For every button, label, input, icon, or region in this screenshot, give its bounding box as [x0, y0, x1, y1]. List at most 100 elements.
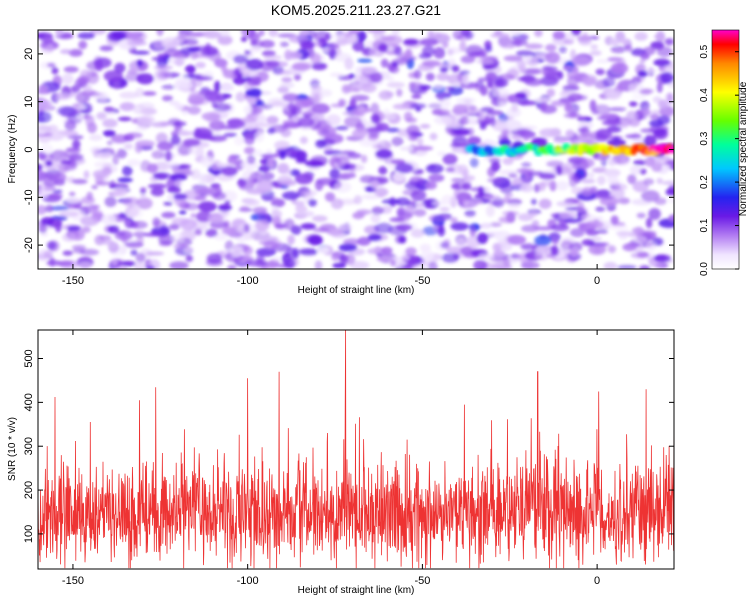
- noise-blob: [394, 46, 402, 57]
- noise-blob: [287, 234, 295, 245]
- noise-blob: [214, 58, 228, 68]
- noise-blob: [581, 239, 595, 246]
- noise-blob: [174, 79, 193, 92]
- noise-blob: [620, 38, 630, 45]
- noise-blob: [618, 197, 630, 205]
- noise-blob: [194, 195, 207, 201]
- noise-blob: [222, 227, 235, 235]
- snr-series-line: [38, 330, 674, 569]
- noise-blob: [569, 247, 579, 257]
- noise-blob: [94, 161, 109, 168]
- noise-blob: [539, 128, 559, 138]
- noise-blob: [51, 205, 70, 211]
- noise-blob: [114, 230, 133, 241]
- signal-trace: [465, 143, 674, 157]
- snr-y-ticks: 100 200 300 400 500: [23, 349, 674, 543]
- noise-blob: [361, 83, 377, 93]
- snr-x-ticks: -150 -100 -50 0: [62, 330, 600, 587]
- noise-blob: [88, 209, 103, 215]
- noise-blob: [477, 77, 488, 82]
- noise-blob: [653, 58, 671, 67]
- noise-blob: [241, 117, 257, 123]
- noise-blob: [558, 45, 567, 54]
- noise-blob: [266, 115, 279, 125]
- noise-blob: [171, 232, 185, 243]
- noise-blob: [360, 154, 368, 164]
- noise-blob: [450, 143, 462, 148]
- noise-blob: [245, 58, 263, 71]
- noise-blob: [232, 77, 246, 85]
- noise-blob: [434, 84, 443, 90]
- noise-blob: [556, 201, 574, 207]
- noise-blob: [483, 195, 501, 200]
- noise-blob: [173, 121, 187, 127]
- noise-blob: [40, 217, 55, 226]
- noise-blob: [446, 246, 465, 254]
- noise-blob: [173, 243, 189, 250]
- noise-blob: [644, 156, 655, 167]
- noise-blob: [117, 116, 132, 122]
- noise-blob: [667, 184, 674, 196]
- noise-blob: [625, 134, 642, 139]
- noise-blob: [459, 103, 478, 116]
- spectrogram-y-tick-label: 0: [23, 146, 35, 152]
- noise-blob: [327, 43, 337, 55]
- noise-blob: [320, 128, 330, 135]
- noise-blob: [485, 71, 498, 82]
- noise-blob: [110, 31, 128, 40]
- noise-blob: [127, 159, 141, 167]
- noise-blob: [119, 91, 139, 99]
- noise-blob: [398, 235, 407, 244]
- noise-blob: [135, 252, 146, 263]
- noise-blob: [661, 180, 674, 186]
- signal-blobs: [465, 143, 674, 157]
- noise-blob: [610, 38, 620, 46]
- noise-blob: [338, 243, 358, 252]
- noise-blob: [120, 260, 136, 267]
- noise-blob: [391, 30, 400, 37]
- noise-blob: [581, 74, 597, 86]
- noise-blob: [459, 115, 470, 125]
- noise-blob: [254, 123, 272, 128]
- colorbar-label: Normalized spectral amplitude: [738, 81, 749, 216]
- noise-blob: [633, 159, 647, 166]
- noise-blob: [351, 83, 363, 89]
- noise-blob: [38, 85, 48, 93]
- noise-blob: [489, 115, 496, 127]
- noise-blob: [595, 206, 606, 212]
- noise-blob: [386, 45, 394, 52]
- noise-blob: [381, 198, 401, 205]
- colorbar-gradient: [712, 30, 739, 269]
- noise-blob: [47, 129, 65, 141]
- noise-blob: [267, 127, 276, 134]
- noise-blob: [314, 260, 323, 269]
- noise-blob: [78, 262, 93, 268]
- noise-blob: [40, 232, 49, 237]
- noise-blob: [520, 184, 534, 193]
- noise-blob: [46, 43, 54, 52]
- noise-blob: [282, 120, 296, 125]
- noise-blob: [370, 113, 381, 124]
- noise-blob: [507, 234, 527, 245]
- noise-blob: [474, 199, 483, 205]
- noise-blob: [349, 163, 356, 175]
- noise-blob: [104, 196, 117, 207]
- noise-blob: [63, 66, 79, 73]
- colorbar: 0.0 0.1 0.2 0.3 0.4 0.5 Normalized spectral a…: [699, 29, 749, 276]
- noise-blob: [656, 82, 663, 93]
- noise-blob: [243, 223, 250, 233]
- noise-blob: [643, 106, 651, 117]
- noise-blob: [132, 50, 150, 55]
- noise-blob: [83, 170, 90, 179]
- noise-blob: [601, 120, 622, 126]
- noise-blob: [46, 62, 56, 68]
- noise-blob: [167, 186, 181, 194]
- spectrogram-x-tick-label: -150: [62, 275, 84, 287]
- noise-blob: [563, 65, 572, 71]
- noise-blob: [337, 75, 354, 81]
- noise-blob: [250, 39, 264, 49]
- noise-blob: [170, 135, 181, 146]
- noise-blob: [392, 103, 411, 110]
- noise-blob: [405, 247, 417, 256]
